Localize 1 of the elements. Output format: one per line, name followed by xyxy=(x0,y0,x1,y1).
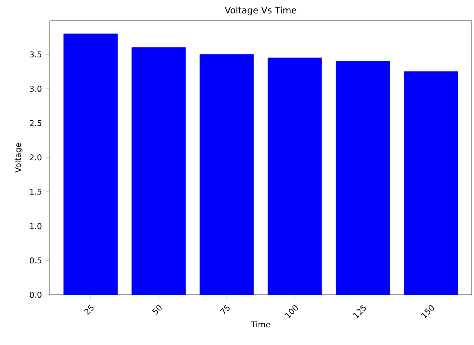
chart-title: Voltage Vs Time xyxy=(225,6,297,16)
